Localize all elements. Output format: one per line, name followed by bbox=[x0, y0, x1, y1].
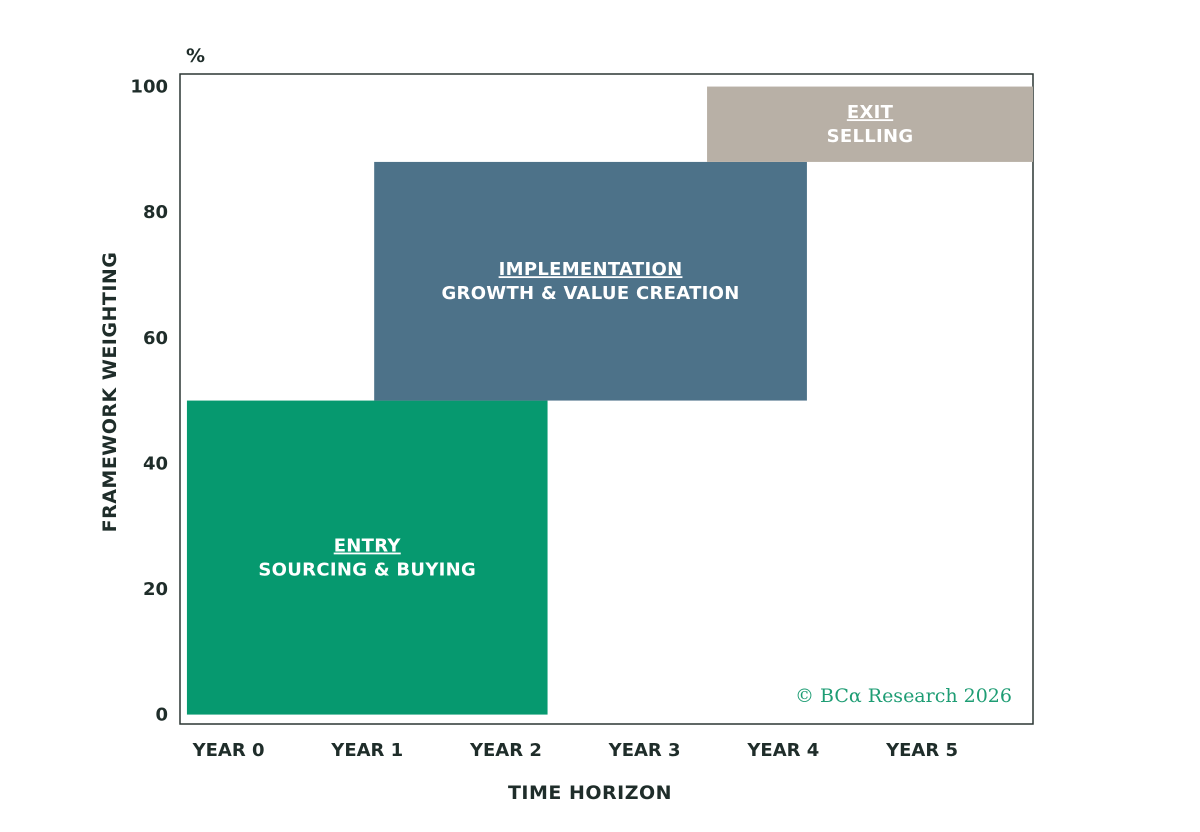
x-tick-label: YEAR 3 bbox=[608, 740, 681, 761]
phase-block-entry bbox=[186, 400, 548, 715]
x-tick-label: YEAR 4 bbox=[746, 740, 819, 761]
phase-subtitle-entry: SOURCING & BUYING bbox=[258, 560, 476, 581]
x-axis-title: TIME HORIZON bbox=[508, 782, 672, 804]
y-tick-label: 60 bbox=[143, 328, 168, 349]
phase-blocks: ENTRY SOURCING & BUYING IMPLEMENTATION GROW… bbox=[186, 86, 1033, 715]
phase-block-implementation bbox=[374, 161, 807, 401]
x-tick-label: YEAR 1 bbox=[330, 740, 403, 761]
phase-title-exit: EXIT bbox=[847, 102, 894, 123]
phase-title-entry: ENTRY bbox=[334, 536, 402, 557]
y-tick-label: 80 bbox=[143, 202, 168, 223]
x-axis-ticks: YEAR 0 YEAR 1 YEAR 2 YEAR 3 YEAR 4 YEAR 5 bbox=[192, 740, 958, 761]
y-tick-label: 40 bbox=[143, 453, 168, 474]
phase-block-exit bbox=[707, 86, 1033, 162]
y-tick-label: 0 bbox=[155, 705, 168, 726]
credit-watermark: © BCα Research 2026 bbox=[795, 685, 1012, 707]
x-tick-label: YEAR 5 bbox=[885, 740, 958, 761]
y-tick-label: 100 bbox=[130, 77, 168, 98]
phase-subtitle-exit: SELLING bbox=[827, 126, 914, 147]
x-tick-label: YEAR 0 bbox=[192, 740, 265, 761]
y-axis-ticks: 0 20 40 60 80 100 bbox=[130, 77, 168, 726]
x-tick-label: YEAR 2 bbox=[469, 740, 542, 761]
y-axis-title: FRAMEWORK WEIGHTING bbox=[99, 252, 121, 533]
phase-subtitle-implementation: GROWTH & VALUE CREATION bbox=[441, 283, 739, 304]
y-unit-label: % bbox=[186, 45, 205, 67]
phase-title-implementation: IMPLEMENTATION bbox=[499, 259, 683, 280]
y-tick-label: 20 bbox=[143, 579, 168, 600]
